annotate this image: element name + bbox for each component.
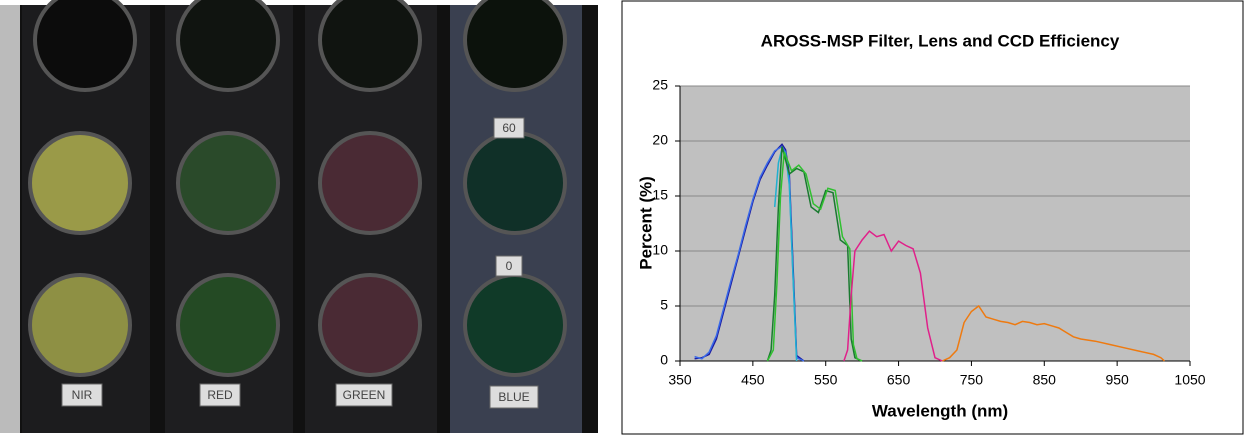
label-box	[199, 383, 241, 407]
photo-label: GREEN	[343, 388, 386, 402]
x-tick-label: 750	[960, 372, 984, 388]
wall	[0, 5, 20, 433]
filter	[463, 273, 567, 377]
y-tick-label: 15	[652, 187, 668, 203]
x-tick-label: 1050	[1174, 372, 1205, 388]
y-tick-label: 25	[652, 77, 668, 93]
filter	[176, 0, 280, 92]
label-box	[61, 383, 103, 407]
filter	[463, 0, 567, 92]
filter	[318, 0, 422, 92]
x-tick-label: 850	[1033, 372, 1057, 388]
label-box	[335, 383, 393, 407]
y-tick-label: 0	[660, 352, 668, 368]
photo-label: BLUE	[498, 390, 529, 404]
chart: AROSS-MSP Filter, Lens and CCD Efficienc…	[621, 0, 1244, 435]
x-tick-label: 650	[887, 372, 911, 388]
filter	[176, 131, 280, 235]
filter	[28, 273, 132, 377]
filter	[176, 273, 280, 377]
x-axis-label: Wavelength (nm)	[872, 401, 1008, 420]
y-tick-label: 10	[652, 242, 668, 258]
filter	[463, 131, 567, 235]
series-line	[941, 304, 1166, 362]
y-tick-label: 5	[660, 297, 668, 313]
filter	[318, 273, 422, 377]
photo-label: RED	[207, 388, 233, 402]
x-tick-label: 350	[668, 372, 692, 388]
y-axis-label: Percent (%)	[636, 176, 655, 270]
photo-label: NIR	[72, 388, 93, 402]
label-box	[495, 255, 523, 277]
plot-area	[680, 86, 1190, 361]
label-box	[489, 385, 539, 409]
filter	[33, 0, 137, 92]
x-tick-label: 450	[741, 372, 765, 388]
photo-label: 0	[506, 259, 513, 273]
filter	[28, 131, 132, 235]
filter-photo: NIR RED GREEN BLUE 60 0	[0, 0, 598, 433]
y-tick-label: 20	[652, 132, 668, 148]
series-line	[766, 151, 863, 362]
x-tick-label: 950	[1105, 372, 1129, 388]
x-tick-label: 550	[814, 372, 838, 388]
series-line	[766, 146, 863, 362]
filter	[318, 131, 422, 235]
photo-label: 60	[502, 121, 516, 135]
series-line	[843, 230, 943, 362]
label-box	[493, 117, 525, 139]
chart-title: AROSS-MSP Filter, Lens and CCD Efficienc…	[761, 31, 1120, 50]
